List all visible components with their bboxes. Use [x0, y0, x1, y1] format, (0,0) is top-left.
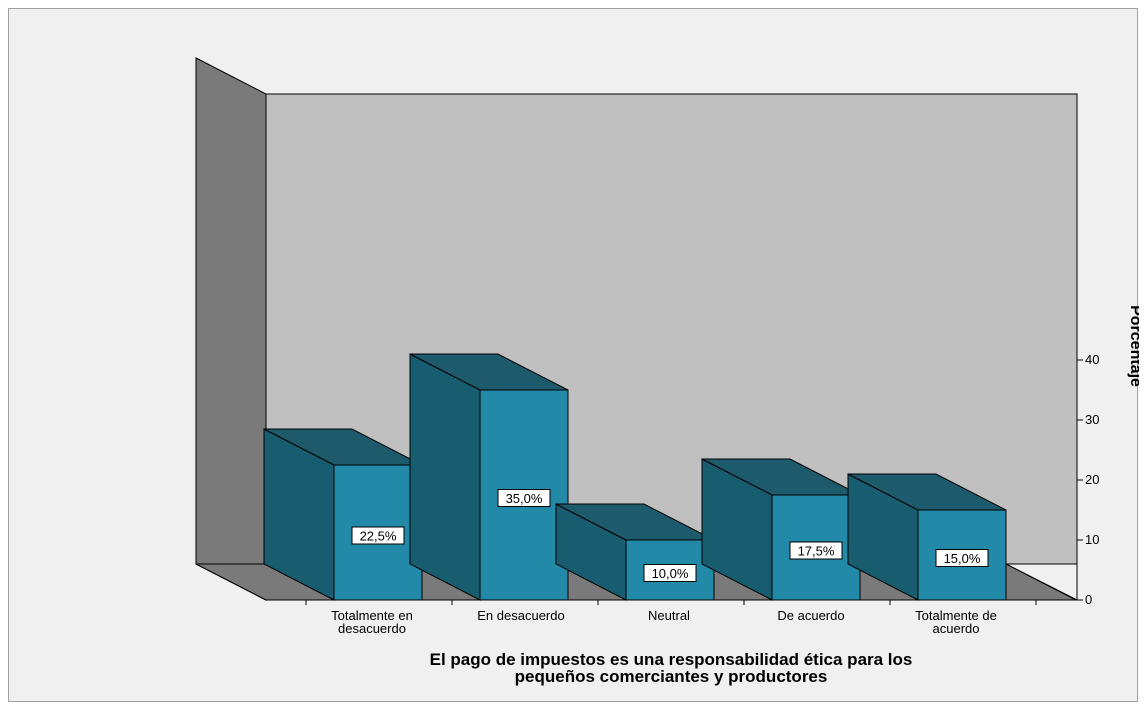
data-label-box [643, 564, 697, 582]
chart-title: El pago de impuestos es una responsabili… [430, 650, 913, 669]
data-label: 35,0% [506, 491, 543, 506]
y-tick-label: 30 [1085, 412, 1099, 427]
data-label: 15,0% [944, 551, 981, 566]
side-wall [195, 57, 267, 601]
x-tick-label: acuerdo [933, 621, 980, 636]
data-label: 22,5% [360, 529, 397, 544]
data-label: 17,5% [798, 544, 835, 559]
data-label-box [497, 489, 551, 507]
x-tick-label: De acuerdo [777, 608, 844, 623]
x-tick-label: Totalmente de [915, 608, 997, 623]
bar-chart: 0 10 20 30 40 Porcentaje 22,5% Totalmente endes… [195, 57, 1139, 686]
data-label: 10,0% [652, 566, 689, 581]
y-tick-label: 20 [1085, 472, 1099, 487]
data-label-box [935, 549, 989, 567]
y-tick-label: 10 [1085, 532, 1099, 547]
chart-frame: 0 10 20 30 40 Porcentaje 22,5% Totalmente en des… [8, 8, 1139, 702]
x-tick-label: En desacuerdo [477, 608, 564, 623]
y-tick-label: 0 [1085, 592, 1092, 607]
y-tick-label: 40 [1085, 352, 1099, 367]
x-tick-label: desacuerdo [338, 621, 406, 636]
x-tick-label: Neutral [648, 608, 690, 623]
data-label-box [351, 526, 405, 545]
chart-title: pequeños comerciantes y productores [515, 667, 828, 686]
x-tick-label: Totalmente en [331, 608, 413, 623]
y-axis-title: Porcentaje [1127, 305, 1139, 387]
bar-side [409, 353, 481, 601]
data-label-box [789, 541, 843, 560]
